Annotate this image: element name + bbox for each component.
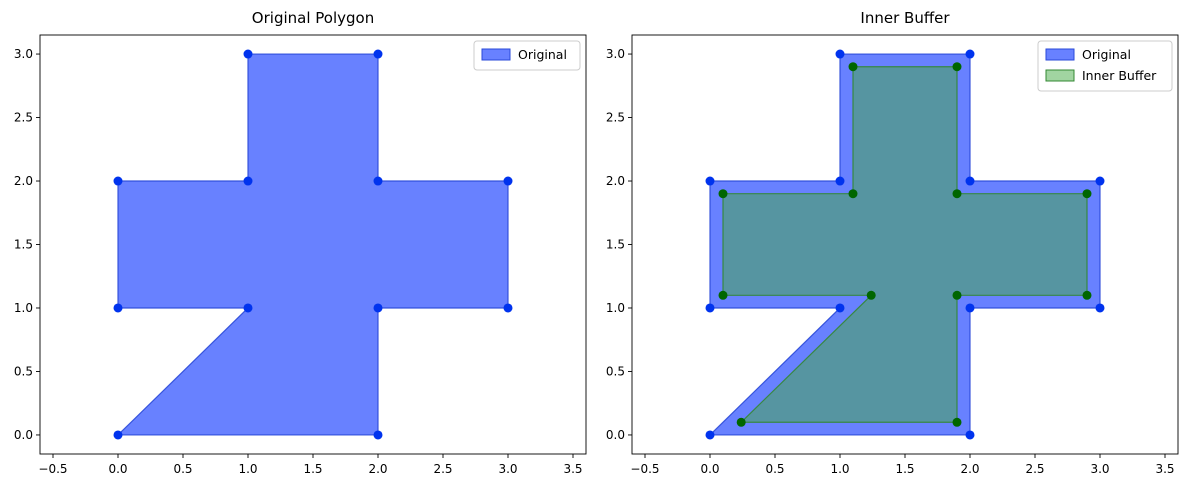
y-tick-label: 2.0 (606, 174, 625, 188)
y-tick-label: 0.5 (606, 364, 625, 378)
legend: Original Inner Buffer (1037, 40, 1173, 92)
x-tick-label: 3.5 (563, 462, 582, 476)
vertex-marker (848, 189, 858, 199)
x-tick-label: 0.5 (173, 462, 192, 476)
vertex-marker (718, 189, 728, 199)
vertex-marker (1082, 290, 1092, 300)
vertex-marker (952, 62, 962, 72)
legend-swatch (1045, 48, 1075, 61)
x-tick-label: 1.0 (238, 462, 257, 476)
vertex-marker (965, 430, 975, 440)
vertex-marker (965, 49, 975, 59)
y-tick-label: 2.5 (14, 111, 33, 125)
vertex-marker (503, 303, 513, 313)
x-tick-label: 0.0 (108, 462, 127, 476)
vertex-marker (705, 303, 715, 313)
vertex-marker (373, 49, 383, 59)
y-tick-label: 2.5 (606, 111, 625, 125)
x-tick-label: 0.5 (765, 462, 784, 476)
legend-label: Original (1082, 47, 1131, 62)
y-tick-label: 1.5 (14, 238, 33, 252)
x-tick-label: 2.5 (1025, 462, 1044, 476)
vertex-marker (1095, 303, 1105, 313)
y-tick-label: 3.0 (14, 47, 33, 61)
x-tick-label: 1.5 (895, 462, 914, 476)
vertex-marker (965, 176, 975, 186)
y-tick-label: 0.5 (14, 364, 33, 378)
legend-frame (473, 40, 581, 71)
legend-swatch (481, 48, 511, 61)
vertex-marker (243, 303, 253, 313)
x-tick-label: 2.0 (960, 462, 979, 476)
x-tick-label: 2.5 (433, 462, 452, 476)
vertex-marker (1095, 176, 1105, 186)
legend-label: Original (518, 47, 567, 62)
chart-title: Original Polygon (252, 9, 374, 27)
vertex-marker (952, 417, 962, 427)
y-tick-label: 0.0 (606, 428, 625, 442)
x-tick-label: 0.0 (700, 462, 719, 476)
x-tick-label: 2.0 (368, 462, 387, 476)
x-tick-label: −0.5 (38, 462, 67, 476)
vertex-marker (243, 176, 253, 186)
vertex-marker (835, 176, 845, 186)
vertex-marker (718, 290, 728, 300)
vertex-marker (1082, 189, 1092, 199)
series-polygon-1 (116, 53, 509, 436)
y-tick-label: 1.0 (606, 301, 625, 315)
vertex-marker (952, 290, 962, 300)
y-tick-label: 1.5 (606, 238, 625, 252)
vertex-marker (705, 430, 715, 440)
chart-title: Inner Buffer (860, 9, 950, 27)
x-tick-label: 3.0 (498, 462, 517, 476)
vertex-marker (705, 176, 715, 186)
vertex-marker (243, 49, 253, 59)
vertex-marker (952, 189, 962, 199)
y-tick-label: 2.0 (14, 174, 33, 188)
chart-panel-1: Original Polygon −0.5 0.0 0.5 1.0 1.5 2.0 2.5 3.… (14, 9, 587, 476)
vertex-marker (866, 290, 876, 300)
vertex-marker (736, 417, 746, 427)
vertex-marker (113, 303, 123, 313)
vertex-marker (848, 62, 858, 72)
x-tick-label: 3.5 (1155, 462, 1174, 476)
legend-swatch (1045, 69, 1075, 82)
vertex-marker (373, 303, 383, 313)
vertex-marker (965, 303, 975, 313)
x-tick-label: 1.5 (303, 462, 322, 476)
vertex-marker (113, 430, 123, 440)
vertex-marker (373, 176, 383, 186)
chart-panel-2: Inner Buffer −0.5 0.0 0.5 1.0 1.5 2.0 2.5 3.0 3.5… (606, 9, 1179, 476)
y-tick-label: 0.0 (14, 428, 33, 442)
x-tick-label: 1.0 (830, 462, 849, 476)
vertex-marker (503, 176, 513, 186)
vertex-marker (373, 430, 383, 440)
vertex-marker (113, 176, 123, 186)
x-tick-label: −0.5 (630, 462, 659, 476)
y-tick-label: 3.0 (606, 47, 625, 61)
vertex-marker (835, 303, 845, 313)
vertex-marker (835, 49, 845, 59)
x-tick-label: 3.0 (1090, 462, 1109, 476)
y-tick-label: 1.0 (14, 301, 33, 315)
legend: Original (473, 40, 581, 71)
legend-label: Inner Buffer (1082, 68, 1157, 83)
